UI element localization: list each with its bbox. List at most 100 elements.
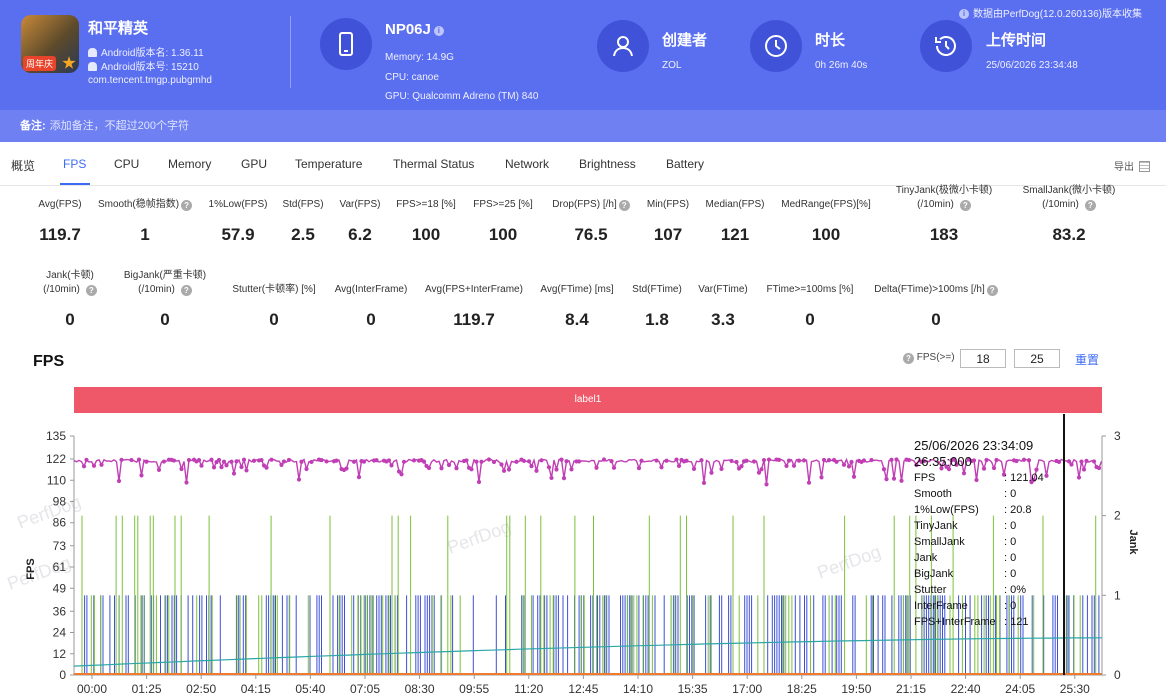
fps-point <box>486 457 492 462</box>
help-icon[interactable]: ? <box>903 353 914 364</box>
fps-point <box>1001 472 1007 477</box>
fps-point <box>1076 475 1082 480</box>
metric-value: 100 <box>411 225 441 244</box>
metric-metrics_row1-3: Std(FPS) 2.5 <box>223 198 383 244</box>
fps-point <box>834 459 839 464</box>
fps-point <box>609 458 614 464</box>
remark-input[interactable]: 添加备注，不超过200个字符 <box>49 120 190 132</box>
fps-point <box>826 458 832 463</box>
metric-label: FPS>=25 [%] <box>473 199 533 210</box>
fps-point <box>1081 467 1087 472</box>
tooltip-time: 25/06/2026 23:34:09 <box>914 438 1034 453</box>
fps-point <box>569 467 574 472</box>
fps-point <box>219 465 224 470</box>
x-tick-label: 07:05 <box>350 682 380 694</box>
fps-point <box>1066 459 1072 464</box>
tab-overview[interactable]: 概览 <box>11 159 36 173</box>
metric-value: 83.2 <box>1052 225 1086 244</box>
x-tick-label: 22:40 <box>951 682 981 694</box>
fps-point <box>849 459 854 465</box>
fps-point <box>1096 465 1102 471</box>
fps-point <box>951 457 957 462</box>
tooltip-value: : 0 <box>1004 520 1017 532</box>
fps-point <box>234 459 239 464</box>
fps-point <box>601 457 607 462</box>
y-tick-label: 49 <box>53 581 67 595</box>
fps-point <box>1084 458 1089 463</box>
fps-point <box>891 476 897 481</box>
device-info-icon[interactable]: i <box>433 26 444 36</box>
tooltip-value: : 0 <box>1004 488 1017 500</box>
tab-brightness[interactable]: Brightness <box>579 157 636 171</box>
fps-point <box>729 458 734 464</box>
tab-thermal-status[interactable]: Thermal Status <box>393 157 475 171</box>
tab-gpu[interactable]: GPU <box>241 157 268 171</box>
help-icon[interactable]: ? <box>1084 200 1096 211</box>
metric-label: 1%Low(FPS) <box>208 199 268 210</box>
fps-point <box>761 457 767 463</box>
metric-label: Stutter(卡顿率) [%] <box>232 284 316 295</box>
fps-point <box>709 470 714 475</box>
report-header: 周年庆 和平精英 Android版本名: 1.36.11 Android版本号:… <box>0 0 1166 110</box>
metric-label: Avg(FPS) <box>38 199 82 210</box>
metric-label-unit: (/10min)? <box>864 198 1024 212</box>
fps-point <box>889 457 894 462</box>
fps-threshold-input-1[interactable] <box>960 349 1006 368</box>
fps-point <box>281 459 287 464</box>
help-icon[interactable]: ? <box>180 285 192 296</box>
x-tick-label: 04:15 <box>241 682 271 694</box>
help-icon[interactable]: ? <box>618 200 630 211</box>
metric-label: FPS>=18 [%] <box>396 199 456 210</box>
y2-tick-label: 3 <box>1114 429 1121 443</box>
y-tick-label: 24 <box>53 626 67 640</box>
x-tick-label: 15:35 <box>678 682 708 694</box>
y2-tick-label: 0 <box>1114 668 1121 682</box>
metric-label: MedRange(FPS)[%] <box>781 199 871 210</box>
export-button[interactable]: 导出 <box>1114 158 1150 173</box>
tab-cpu[interactable]: CPU <box>114 157 140 171</box>
android-icon <box>88 62 97 71</box>
tooltip-key: InterFrame <box>914 600 968 612</box>
metric-label: TinyJank(极微小卡顿) <box>895 185 993 196</box>
metric-metrics_row1-2: 1%Low(FPS) 57.9 <box>158 198 318 244</box>
metric-value: 100 <box>488 225 518 244</box>
metric-value: 100 <box>811 225 841 244</box>
remark-bar[interactable]: 备注: 添加备注，不超过200个字符 <box>0 110 1166 142</box>
app-package: com.tencent.tmgp.pubgmhd <box>88 75 212 86</box>
fps-point <box>939 466 944 471</box>
fps-point <box>241 457 247 462</box>
tooltip-row: 1%Low(FPS): 20.8 <box>914 502 1044 518</box>
tab-fps[interactable]: FPS <box>63 157 87 171</box>
fps-point <box>784 463 789 469</box>
x-tick-label: 25:30 <box>1060 682 1090 694</box>
fps-point <box>776 457 782 463</box>
help-icon[interactable]: ? <box>85 285 97 296</box>
fps-threshold-input-2[interactable] <box>1014 349 1060 368</box>
metric-value: 1.8 <box>645 310 669 329</box>
metric-metrics_row1-8: Min(FPS) 107 <box>588 198 748 244</box>
reset-button[interactable]: 重置 <box>1075 353 1100 367</box>
fps-point <box>344 466 349 471</box>
label-bar[interactable]: label1 <box>74 387 1102 413</box>
tooltip-elapsed: 26:35:000 <box>914 454 972 469</box>
help-icon[interactable]: ? <box>959 200 971 211</box>
fps-point <box>179 466 184 472</box>
help-icon[interactable]: ? <box>181 200 193 211</box>
fps-chart[interactable]: PerfDogPerfDogPerfDogPerfDog012243649617… <box>0 414 1166 694</box>
help-icon[interactable]: ? <box>986 285 998 296</box>
tooltip-key: 1%Low(FPS) <box>914 504 979 516</box>
tooltip-key: Jank <box>914 552 938 564</box>
fps-line <box>73 457 1103 485</box>
fps-point <box>506 467 512 472</box>
metric-label: FTime>=100ms [%] <box>766 284 854 295</box>
fps-point <box>469 467 474 472</box>
fps-point <box>351 459 357 464</box>
fps-point <box>374 458 379 463</box>
tab-battery[interactable]: Battery <box>666 157 705 171</box>
tab-memory[interactable]: Memory <box>168 157 212 171</box>
fps-point <box>946 467 952 472</box>
tab-temperature[interactable]: Temperature <box>295 157 363 171</box>
fps-point <box>806 480 812 485</box>
metric-metrics_row2-4: Avg(FPS+InterFrame) 119.7 <box>394 283 554 329</box>
tab-network[interactable]: Network <box>505 157 550 171</box>
